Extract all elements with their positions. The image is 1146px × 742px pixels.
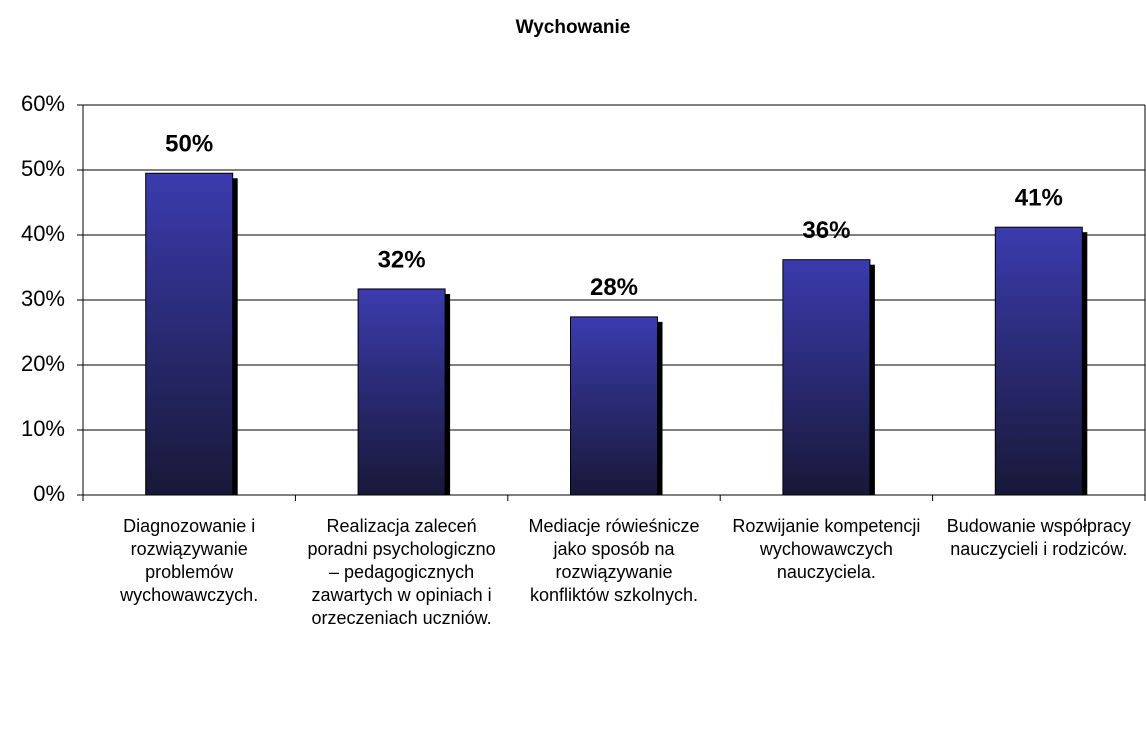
value-label: 28% (590, 274, 638, 301)
bar (357, 288, 446, 496)
value-label: 36% (802, 217, 850, 244)
chart-title: Wychowanie (516, 17, 631, 38)
bar (570, 316, 658, 496)
value-label: 41% (1015, 185, 1063, 212)
x-tick-label: Rozwijanie kompetencji wychowawczych nau… (732, 516, 921, 582)
y-tick-label: 40% (21, 221, 65, 246)
value-label: 32% (378, 246, 426, 273)
y-tick-label: 50% (21, 156, 65, 181)
y-tick-label: 30% (21, 286, 65, 311)
x-tick-label: Budowanie współpracy nauczycieli i rodzi… (946, 516, 1131, 559)
x-tick-label: Mediacje rówieśnicze jako sposób na rozw… (528, 516, 700, 605)
y-tick-label: 60% (21, 91, 65, 116)
bar (994, 226, 1083, 496)
y-tick-label: 10% (21, 416, 65, 441)
bar (782, 259, 871, 496)
x-tick-label: Realizacja zaleceń poradni psychologiczn… (307, 516, 496, 628)
bar (145, 172, 234, 496)
x-tick-label: Diagnozowanie i rozwiązywanie problemów … (120, 516, 259, 605)
y-tick-label: 20% (21, 351, 65, 376)
y-tick-label: 0% (33, 481, 65, 506)
value-label: 50% (165, 131, 213, 158)
